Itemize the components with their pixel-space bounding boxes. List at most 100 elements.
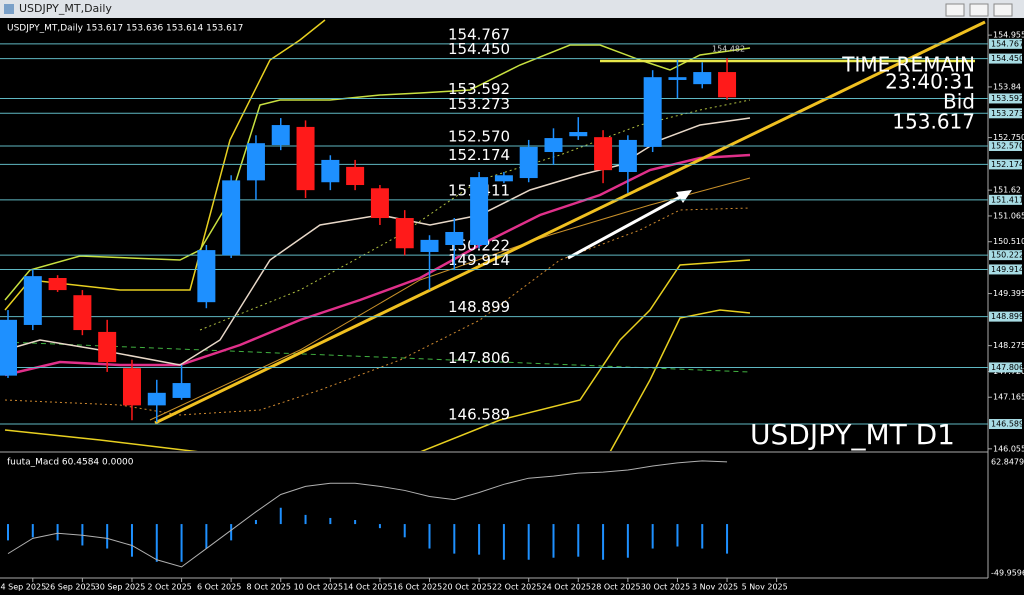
- arrow-head: [676, 190, 692, 203]
- outer-band: [609, 309, 751, 451]
- candle-body: [569, 132, 588, 137]
- level-tag: [989, 140, 1022, 151]
- candle-body: [147, 392, 166, 406]
- candle-body: [395, 218, 414, 249]
- candle-body: [73, 295, 92, 331]
- candle-body: [0, 319, 17, 376]
- x-tick-label: 3 Nov 2025: [692, 583, 738, 592]
- level-tag: [989, 108, 1022, 119]
- level-label: 152.174: [448, 146, 510, 164]
- x-tick-label: 22 Oct 2025: [492, 583, 541, 592]
- level-label: 147.806: [448, 349, 510, 367]
- level-tag: [989, 311, 1022, 322]
- x-tick-label: 30 Sep 2025: [95, 583, 146, 592]
- y-tick-label: 149.395: [993, 289, 1024, 298]
- x-tick-label: 5 Nov 2025: [742, 583, 788, 592]
- x-tick-label: 20 Oct 2025: [442, 583, 491, 592]
- candle-body: [271, 125, 290, 146]
- minimize-button[interactable]: [945, 3, 965, 17]
- candle-body: [519, 146, 538, 179]
- time-remain-label: TIME REMAIN: [841, 53, 975, 77]
- level-label: 149.914: [448, 251, 510, 269]
- candle-body: [197, 250, 216, 303]
- y-tick-label: 146.055: [993, 444, 1024, 453]
- upper-band: [4, 44, 751, 301]
- candle-body: [494, 175, 513, 182]
- candle-body: [618, 139, 637, 173]
- candle-body: [643, 77, 662, 147]
- level-tag-label: 148.899: [991, 312, 1024, 321]
- level-tag: [989, 194, 1022, 205]
- level-tag: [989, 53, 1022, 64]
- trend-line: [154, 20, 986, 425]
- candle-body: [668, 77, 687, 80]
- bid: 153.617: [892, 110, 975, 134]
- y-tick-label: 150.510: [993, 237, 1024, 246]
- level-label: 146.589: [448, 406, 510, 424]
- candle-body: [420, 239, 439, 252]
- level-tag: [989, 159, 1022, 170]
- candle-body: [594, 137, 613, 171]
- candle-body: [246, 143, 265, 181]
- window-icon: [4, 4, 14, 14]
- candle-body: [172, 383, 191, 398]
- level-tag: [989, 38, 1022, 49]
- lower-dotted-band: [4, 207, 751, 416]
- level-label: 153.592: [448, 80, 510, 98]
- close-button[interactable]: [993, 3, 1013, 17]
- candle-body: [23, 276, 42, 325]
- level-tag-label: 147.806: [991, 363, 1024, 372]
- x-tick-label: 8 Oct 2025: [247, 583, 291, 592]
- candle-body: [370, 188, 389, 219]
- symbol-info: USDJPY_MT,Daily 153.617 153.636 153.614 …: [7, 24, 243, 34]
- candle-body: [544, 138, 563, 153]
- maximize-button[interactable]: [969, 3, 989, 17]
- y-tick-label: 151.62: [993, 186, 1021, 195]
- candle-body: [718, 72, 737, 98]
- window-title: USDJPY_MT,Daily: [19, 2, 112, 15]
- candle-body: [122, 368, 141, 406]
- candle-body: [222, 180, 241, 256]
- watermark: USDJPY_MT D1: [750, 418, 955, 451]
- magenta-ma: [4, 153, 751, 377]
- level-tag: [989, 264, 1022, 275]
- y-tick-label: 154.955: [993, 31, 1024, 40]
- candle-body: [693, 72, 712, 85]
- candle-body: [470, 177, 489, 245]
- level-label: 154.767: [448, 25, 510, 43]
- y-tick-label: 152.750: [993, 133, 1024, 142]
- x-tick-label: 14 Oct 2025: [343, 583, 392, 592]
- candle-body: [321, 159, 340, 183]
- bid-label: Bid: [943, 90, 975, 114]
- level-tag-label: 152.174: [991, 160, 1024, 169]
- candle-body: [48, 278, 67, 291]
- high-marker: 154.482: [712, 45, 745, 54]
- level-tag: [989, 93, 1022, 104]
- x-tick-label: 2 Oct 2025: [147, 583, 191, 592]
- candle-body: [445, 231, 464, 245]
- x-tick-label: 24 Sep 2025: [0, 583, 46, 592]
- level-tag: [989, 419, 1022, 430]
- level-tag: [989, 362, 1022, 373]
- slow-ma: [149, 177, 751, 421]
- level-label: 153.273: [448, 95, 510, 113]
- level-tag-label: 153.273: [991, 109, 1024, 118]
- level-label: 152.570: [448, 127, 510, 145]
- x-tick-label: 10 Oct 2025: [294, 583, 343, 592]
- arrow-shaft: [567, 194, 683, 260]
- level-label: 148.899: [448, 298, 510, 316]
- level-tag-label: 150.222: [991, 251, 1024, 260]
- x-tick-label: 26 Sep 2025: [45, 583, 96, 592]
- level-tag-label: 149.914: [991, 265, 1024, 274]
- outer-band: [4, 429, 198, 451]
- outer-band: [4, 19, 326, 311]
- outer-band: [420, 259, 751, 451]
- y-tick-label: 151.065: [993, 211, 1024, 220]
- level-tag: [989, 250, 1022, 261]
- candle-body: [98, 331, 117, 363]
- level-label: 154.450: [448, 40, 510, 58]
- time-remain: 23:40:31: [885, 70, 975, 94]
